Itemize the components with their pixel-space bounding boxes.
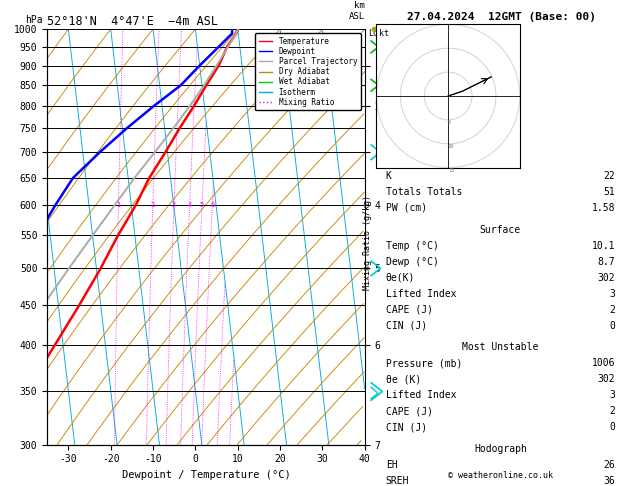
- Text: 10: 10: [447, 144, 454, 149]
- Text: Totals Totals: Totals Totals: [386, 187, 462, 197]
- Text: 3: 3: [172, 203, 176, 208]
- Text: EH: EH: [386, 460, 398, 469]
- Text: Lifted Index: Lifted Index: [386, 390, 456, 400]
- Text: K: K: [386, 171, 392, 181]
- Text: 1006: 1006: [591, 358, 615, 368]
- Text: 302: 302: [598, 273, 615, 283]
- Text: Surface: Surface: [480, 225, 521, 235]
- Text: Lifted Index: Lifted Index: [386, 289, 456, 299]
- Text: CIN (J): CIN (J): [386, 422, 427, 433]
- Text: hPa: hPa: [25, 15, 43, 25]
- Text: Mixing Ratio (g/kg): Mixing Ratio (g/kg): [364, 195, 372, 291]
- Text: 22: 22: [603, 171, 615, 181]
- Text: 0: 0: [609, 422, 615, 433]
- Text: 2: 2: [609, 406, 615, 417]
- Text: Hodograph: Hodograph: [474, 444, 527, 453]
- Text: CAPE (J): CAPE (J): [386, 305, 433, 315]
- Text: CAPE (J): CAPE (J): [386, 406, 433, 417]
- Text: 2: 2: [609, 305, 615, 315]
- Text: LCL: LCL: [368, 29, 383, 38]
- Text: Dewp (°C): Dewp (°C): [386, 257, 438, 267]
- Text: CIN (J): CIN (J): [386, 321, 427, 331]
- Text: 6: 6: [210, 203, 214, 208]
- Text: 27.04.2024  12GMT (Base: 00): 27.04.2024 12GMT (Base: 00): [407, 12, 596, 22]
- Text: Pressure (mb): Pressure (mb): [386, 358, 462, 368]
- Text: 5: 5: [448, 120, 451, 125]
- Text: 5: 5: [200, 203, 204, 208]
- Text: 8.7: 8.7: [598, 257, 615, 267]
- Text: km
ASL: km ASL: [348, 1, 365, 21]
- Legend: Temperature, Dewpoint, Parcel Trajectory, Dry Adiabat, Wet Adiabat, Isotherm, Mi: Temperature, Dewpoint, Parcel Trajectory…: [255, 33, 361, 110]
- Text: 302: 302: [598, 374, 615, 384]
- Text: kt: kt: [379, 29, 389, 37]
- Text: Temp (°C): Temp (°C): [386, 241, 438, 251]
- Text: 52°18'N  4°47'E  −4m ASL: 52°18'N 4°47'E −4m ASL: [47, 15, 218, 28]
- Text: SREH: SREH: [386, 476, 409, 486]
- Text: 1.58: 1.58: [591, 203, 615, 213]
- Text: 4: 4: [187, 203, 192, 208]
- Text: PW (cm): PW (cm): [386, 203, 427, 213]
- Text: 26: 26: [603, 460, 615, 469]
- Text: 51: 51: [603, 187, 615, 197]
- Text: 3: 3: [609, 289, 615, 299]
- X-axis label: Dewpoint / Temperature (°C): Dewpoint / Temperature (°C): [121, 470, 291, 480]
- Text: 2: 2: [150, 203, 155, 208]
- Text: 3: 3: [609, 390, 615, 400]
- Text: 10.1: 10.1: [591, 241, 615, 251]
- Text: © weatheronline.co.uk: © weatheronline.co.uk: [448, 471, 552, 480]
- Text: Most Unstable: Most Unstable: [462, 342, 538, 352]
- Text: 0: 0: [609, 321, 615, 331]
- Text: θe (K): θe (K): [386, 374, 421, 384]
- Text: 36: 36: [603, 476, 615, 486]
- Text: 15: 15: [448, 168, 455, 173]
- Text: θe(K): θe(K): [386, 273, 415, 283]
- Text: 1: 1: [116, 203, 121, 208]
